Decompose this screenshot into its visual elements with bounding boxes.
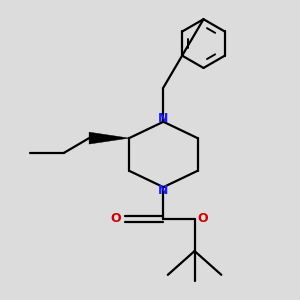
Text: N: N (158, 112, 169, 125)
Text: O: O (198, 212, 208, 225)
Text: N: N (158, 184, 169, 197)
Text: O: O (110, 212, 121, 225)
Polygon shape (89, 132, 129, 144)
